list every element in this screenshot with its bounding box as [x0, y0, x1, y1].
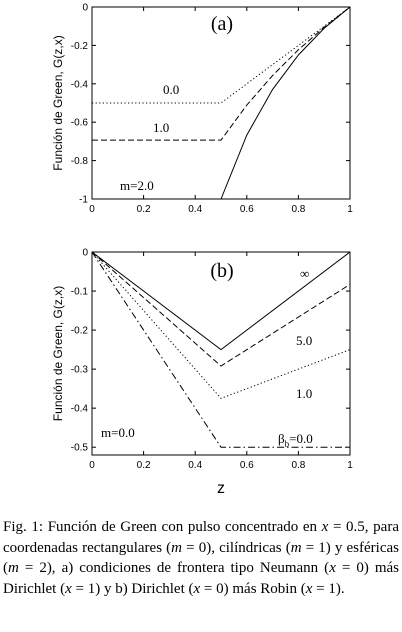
caption-var-m: m — [171, 539, 183, 556]
caption-text: = 1) y b) Dirichlet ( — [71, 580, 194, 597]
series-line — [92, 6, 351, 141]
panel-label: (b) — [210, 260, 233, 282]
x-tick-label: 0.6 — [240, 204, 254, 215]
x-tick-label: 0 — [89, 460, 95, 471]
y-tick-label: -0.4 — [71, 79, 89, 90]
series-label: 0.0 — [163, 82, 179, 97]
figure: 0 0.2 0.4 0.6 0.8 1 -1 -0.8 -0.6 -0.4 -0.2 0 0.0 1.0 m… — [51, 3, 353, 498]
y-tick-label: -0.3 — [71, 365, 89, 376]
x-tick-label: 0.6 — [240, 460, 254, 471]
caption-text: = 0) más Robin ( — [200, 580, 306, 597]
caption-var-x: x — [305, 580, 313, 597]
y-tick-label: -0.2 — [71, 41, 89, 52]
caption-var-x: x — [329, 560, 336, 576]
caption-var-x: x — [321, 519, 329, 535]
series-line — [91, 251, 350, 448]
caption-text: Función de Green con pulso concentrado e… — [43, 519, 322, 535]
x-tick-label: 0.8 — [291, 204, 305, 215]
x-axis-label: z — [217, 480, 225, 497]
x-tick-label: 0.8 — [291, 460, 305, 471]
x-tick-label: 1 — [347, 460, 353, 471]
figure-caption: Fig. 1: Función de Green con pulso conce… — [3, 517, 399, 599]
caption-var-x: x — [193, 580, 201, 597]
annotation: m=0.0 — [101, 425, 135, 440]
y-tick-label: -0.2 — [71, 326, 89, 337]
series-line — [91, 251, 351, 367]
caption-fig-label: Fig. 1: — [3, 519, 44, 535]
caption-text: = 2), a) condiciones de frontera tipo Ne… — [18, 560, 330, 576]
series-label: 5.0 — [296, 333, 312, 348]
caption-text: = 1). — [312, 580, 345, 597]
x-tick-label: 0.4 — [188, 460, 202, 471]
y-tick-label: -0.1 — [71, 287, 89, 298]
series-line — [91, 251, 351, 399]
y-tick-label: -0.8 — [71, 156, 89, 167]
caption-var-m: m — [8, 560, 19, 576]
y-axis-label: Función de Green, G(z,x) — [51, 35, 65, 170]
y-tick-label: -1 — [79, 195, 88, 206]
y-tick-label: 0 — [82, 248, 88, 259]
plot-frame — [91, 251, 351, 456]
y-tick-label: 0 — [82, 3, 88, 14]
series-label: m=2.0 — [120, 178, 154, 193]
panel-label: (a) — [211, 13, 233, 35]
x-tick-label: 0 — [89, 204, 95, 215]
series-line — [92, 6, 351, 200]
x-tick-label: 0.4 — [188, 204, 202, 215]
series-line — [91, 251, 351, 351]
caption-var-x: x — [65, 580, 72, 597]
y-axis-label: Función de Green, G(z,x) — [51, 286, 65, 421]
y-tick-label: -0.6 — [71, 118, 89, 129]
caption-text: = 0.5, para coordenadas rectangulares ( — [3, 519, 399, 556]
y-tick-label: -0.4 — [71, 404, 89, 415]
series-label: βb=0.0 — [278, 431, 313, 449]
caption-text: = 0) más Dirichlet ( — [3, 560, 399, 597]
caption-var-m: m — [290, 539, 302, 556]
x-tick-label: 0.2 — [137, 460, 151, 471]
x-tick-label: 1 — [347, 204, 353, 215]
caption-text: = 0), cilíndricas ( — [182, 539, 291, 556]
series-label: ∞ — [300, 266, 309, 281]
x-tick-label: 0.2 — [137, 204, 151, 215]
series-label: 1.0 — [296, 386, 312, 401]
y-tick-label: -0.5 — [71, 443, 89, 454]
caption-text: = 1) y esféricas ( — [3, 539, 399, 577]
series-label: 1.0 — [153, 120, 169, 135]
